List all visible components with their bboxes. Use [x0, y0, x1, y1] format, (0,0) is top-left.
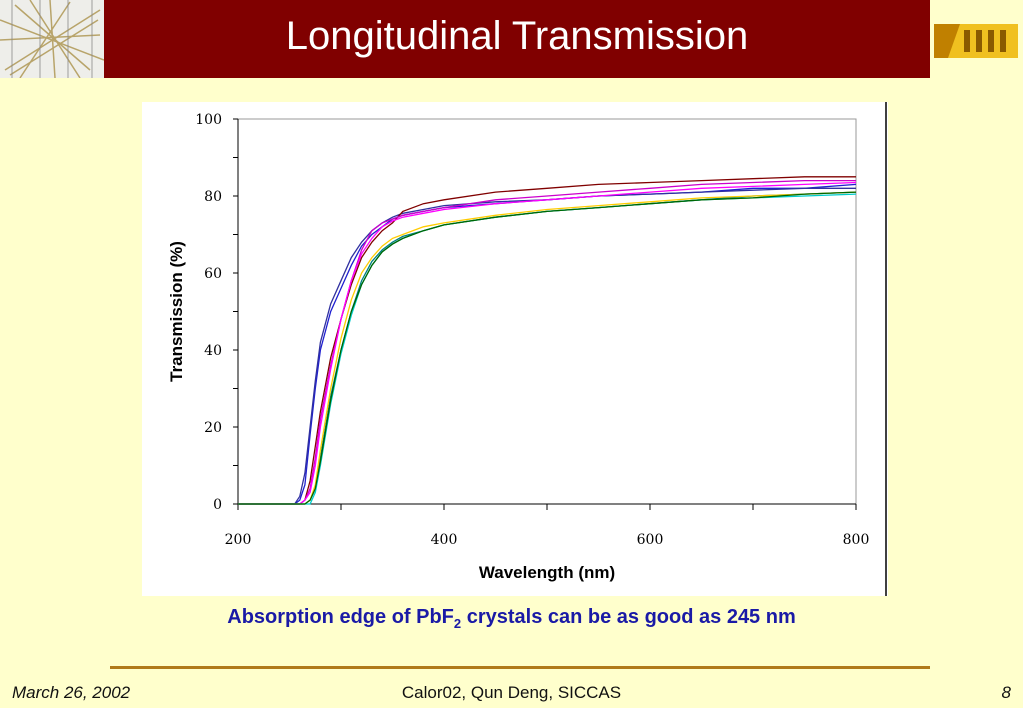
- x-axis-label: Wavelength (nm): [479, 563, 615, 582]
- chart-panel: 0 20 40 60 80 100 200 400 600 800 Wavelength (nm)…: [142, 102, 888, 596]
- footer-date: March 26, 2002: [12, 683, 131, 702]
- title-bar: Longitudinal Transmission: [104, 0, 930, 78]
- x-tick-label: 200: [225, 532, 252, 548]
- x-tick-label: 600: [637, 532, 664, 548]
- series-line-1: [238, 183, 857, 505]
- series-line-7: [238, 191, 857, 505]
- footer-divider: [110, 666, 930, 669]
- x-tick-label: 400: [431, 532, 458, 548]
- siccas-logo: [930, 0, 1023, 78]
- caption-suffix: crystals can be as good as 245 nm: [461, 606, 796, 628]
- series-line-2: [238, 187, 856, 505]
- transmission-chart: 0 20 40 60 80 100 200 400 600 800 Wavelength (nm)…: [167, 102, 887, 596]
- y-tick-label: 60: [204, 266, 222, 282]
- x-tick-label: 800: [843, 532, 870, 548]
- thumbnail-image: [0, 0, 104, 78]
- footer-credit: Calor02, Qun Deng, SICCAS: [401, 683, 622, 702]
- series-line-4: [238, 179, 856, 505]
- y-tick-label: 20: [204, 420, 222, 436]
- caption-subscript: 2: [453, 616, 462, 631]
- series-line-3: [238, 176, 856, 505]
- series-line-8: [238, 193, 857, 505]
- series-line-6: [238, 191, 857, 505]
- slide-title: Longitudinal Transmission: [285, 14, 749, 58]
- y-axis-label: Transmission (%): [167, 241, 186, 382]
- footer-page-number: 8: [1001, 683, 1011, 702]
- logo-graphic: [934, 24, 1018, 58]
- slide-caption: Absorption edge of PbF2 crystals can be …: [0, 606, 1023, 631]
- thumbnail-graphic: [0, 0, 104, 78]
- y-tick-label: 80: [204, 189, 222, 205]
- y-tick-label: 100: [195, 112, 222, 128]
- y-tick-label: 0: [213, 497, 222, 513]
- series-line-9: [238, 191, 857, 505]
- caption-prefix: Absorption edge of PbF: [227, 606, 454, 628]
- series-line-5: [238, 181, 857, 505]
- y-tick-label: 40: [204, 343, 222, 359]
